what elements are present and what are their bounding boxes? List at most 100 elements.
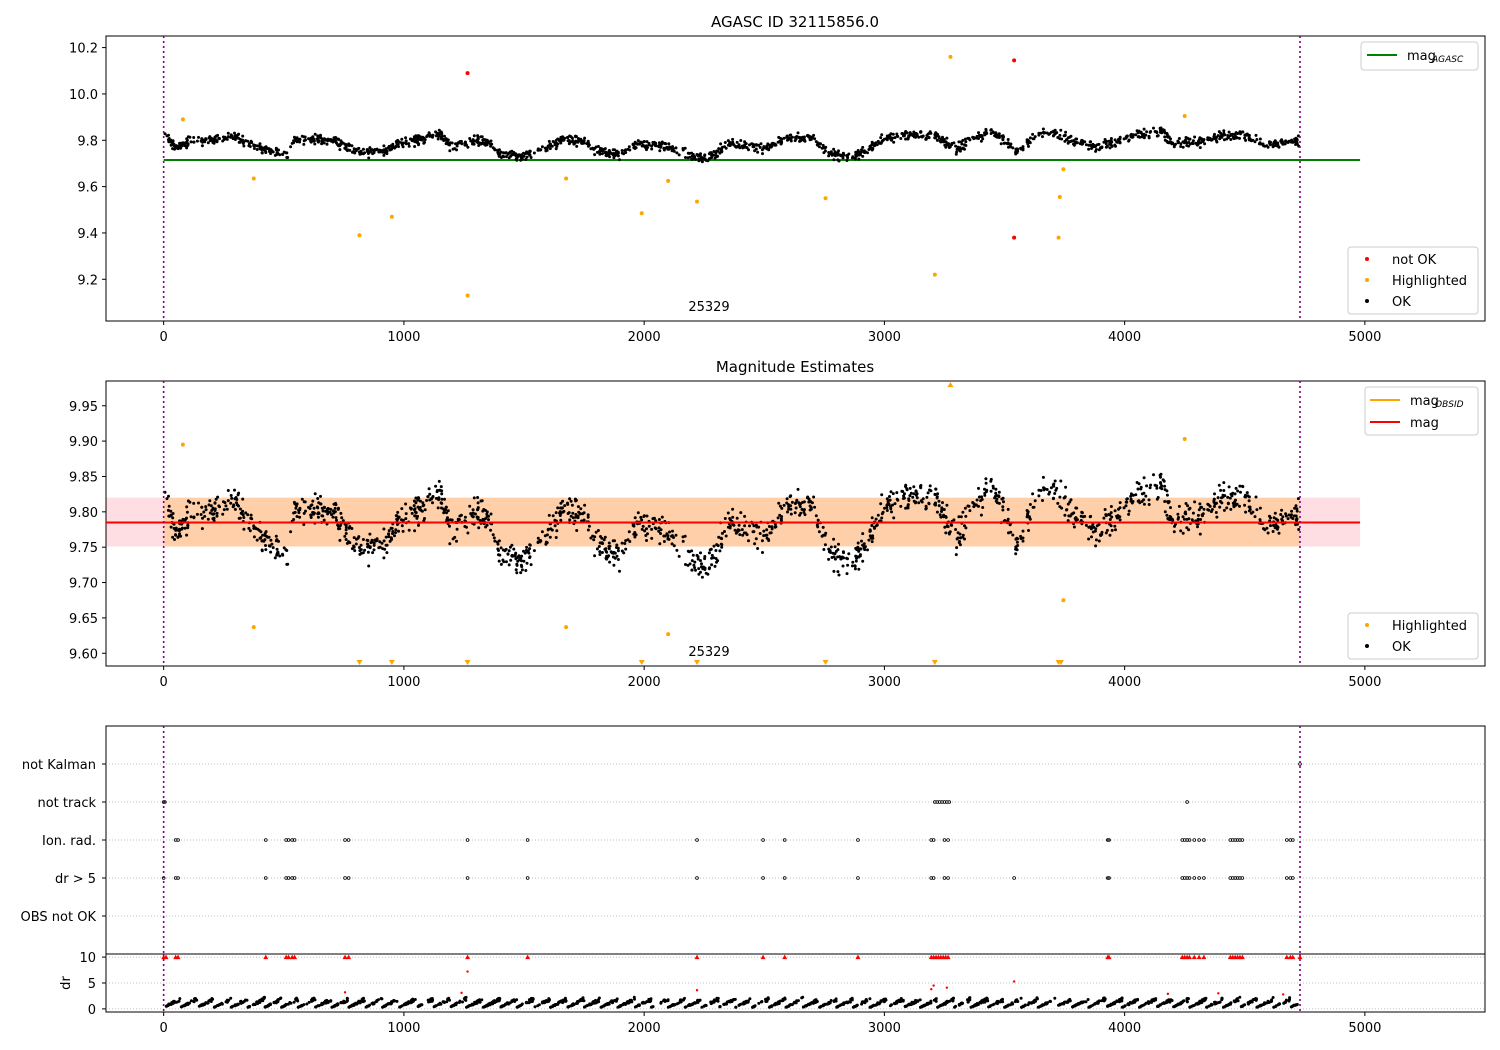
ok-point [694, 568, 697, 572]
ok-point [728, 517, 732, 520]
ok-point [867, 538, 871, 542]
ok-point [586, 513, 590, 517]
ok-point [1056, 501, 1060, 505]
ok-point [615, 153, 619, 157]
ok-point [404, 512, 408, 516]
ok-point [765, 533, 769, 537]
ok-point [837, 573, 841, 577]
ok-point [836, 151, 840, 155]
ok-point [1006, 141, 1010, 145]
ok-point [233, 134, 237, 138]
ok-point [989, 489, 993, 493]
ok-point [211, 512, 215, 516]
dr-ok-point [515, 998, 519, 1002]
ok-point [642, 514, 646, 518]
flag-event-marker [343, 876, 347, 880]
ok-point [1014, 547, 1018, 551]
ok-point [1174, 522, 1177, 526]
ok-point [1215, 515, 1219, 519]
ok-point [221, 512, 225, 516]
ok-point [1131, 500, 1135, 503]
ok-point [510, 553, 514, 557]
ok-point [640, 527, 644, 531]
ok-point [983, 493, 987, 497]
ok-point [226, 489, 230, 492]
panel-magnitude-ytick-label: 9.90 [69, 435, 98, 450]
ok-point [664, 142, 668, 146]
ok-point [945, 503, 949, 507]
ok-point [400, 141, 403, 145]
ok-point [731, 137, 735, 141]
ok-point [343, 534, 347, 538]
ok-point [396, 510, 400, 514]
ok-point [289, 145, 293, 149]
ok-point [957, 541, 961, 545]
ok-point [616, 549, 620, 553]
ok-point [603, 147, 607, 151]
ok-point [549, 142, 552, 146]
panel-magnitude-ytick-label: 9.65 [69, 612, 98, 627]
clipped-low-marker [464, 660, 471, 665]
panel-dr-xtick-label: 0 [160, 1021, 168, 1036]
ok-point [1206, 502, 1210, 506]
ok-point [827, 547, 831, 551]
ok-point [1247, 138, 1251, 142]
highlighted-point [564, 176, 569, 181]
ok-point [1209, 138, 1213, 142]
ok-point [1052, 484, 1056, 488]
ok-point [891, 132, 895, 136]
ok-point [712, 556, 716, 560]
ok-point [1019, 534, 1023, 538]
ok-point [413, 529, 417, 533]
not-ok-point [465, 71, 470, 76]
ok-point [515, 571, 519, 575]
ok-point [437, 479, 441, 483]
ok-point [550, 528, 554, 532]
ok-point [658, 149, 662, 153]
ok-point [1227, 130, 1231, 134]
ok-point [410, 511, 414, 515]
panel-agasc: AGASC ID 32115856.0 0 1000 2000 3000 4000 500… [69, 13, 1486, 345]
ok-point [855, 548, 859, 552]
ok-point [353, 549, 357, 553]
ok-point [437, 134, 441, 138]
ok-point [1265, 526, 1269, 530]
dr-ok-point [1120, 1005, 1124, 1009]
ok-point [966, 504, 970, 508]
dr-ok-point [1271, 996, 1275, 999]
ok-point [1239, 490, 1242, 494]
ok-point [780, 515, 784, 519]
dr-ok-point [868, 997, 872, 1001]
ok-point [572, 142, 576, 146]
ok-point [339, 511, 343, 515]
panel-agasc-xtick-label: 3000 [868, 330, 901, 345]
ok-point [1091, 522, 1095, 526]
ok-point [337, 144, 340, 148]
ok-point [326, 507, 330, 510]
ok-point [358, 552, 362, 556]
ok-point [833, 150, 837, 154]
ok-point [439, 130, 443, 134]
ok-point [963, 537, 966, 541]
ok-point [426, 495, 430, 499]
dr-ok-point [343, 1000, 347, 1004]
ok-point [977, 131, 980, 135]
ok-point [528, 543, 532, 547]
ok-point [666, 147, 670, 151]
ok-point [554, 511, 558, 515]
ok-point [774, 525, 778, 529]
ok-point [1262, 527, 1265, 531]
ok-point [547, 513, 551, 517]
legend-box [1347, 246, 1479, 315]
ok-point [647, 524, 651, 528]
ok-point [1080, 511, 1084, 515]
ok-point [1255, 508, 1259, 512]
flag-event-marker [465, 876, 470, 880]
ok-point [520, 565, 524, 569]
ok-point [712, 544, 716, 548]
ok-point [786, 510, 789, 514]
ok-point [720, 545, 724, 549]
ok-point [880, 512, 884, 516]
ok-point [1109, 137, 1113, 140]
ok-point [650, 527, 654, 531]
